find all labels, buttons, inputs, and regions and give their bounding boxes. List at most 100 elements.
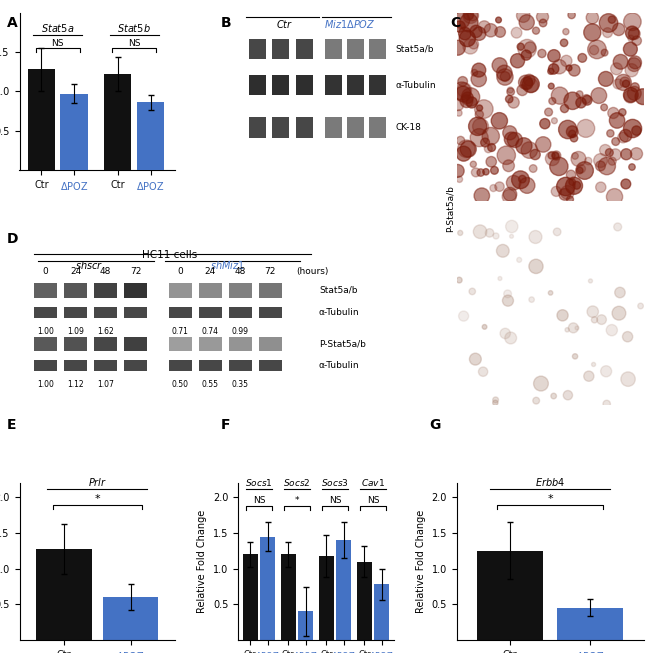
Circle shape bbox=[453, 12, 470, 29]
Circle shape bbox=[530, 150, 540, 160]
Circle shape bbox=[593, 153, 608, 167]
Circle shape bbox=[491, 167, 499, 174]
Circle shape bbox=[561, 185, 574, 199]
Circle shape bbox=[453, 82, 471, 100]
Circle shape bbox=[506, 176, 521, 190]
Circle shape bbox=[608, 16, 616, 24]
Bar bbox=[169, 283, 192, 298]
Circle shape bbox=[456, 136, 465, 145]
Text: $\it{Socs2}$: $\it{Socs2}$ bbox=[283, 477, 311, 488]
Circle shape bbox=[569, 130, 576, 137]
Circle shape bbox=[478, 21, 490, 33]
Circle shape bbox=[561, 56, 572, 67]
Circle shape bbox=[502, 189, 516, 204]
Circle shape bbox=[576, 162, 593, 180]
Circle shape bbox=[486, 229, 494, 237]
Circle shape bbox=[469, 117, 487, 136]
Circle shape bbox=[484, 145, 492, 153]
Bar bbox=[298, 611, 313, 640]
Circle shape bbox=[588, 40, 606, 59]
Circle shape bbox=[467, 10, 478, 21]
Circle shape bbox=[619, 129, 632, 142]
Text: P-Stat5a/b: P-Stat5a/b bbox=[319, 340, 366, 348]
Circle shape bbox=[575, 326, 579, 330]
Circle shape bbox=[452, 99, 463, 110]
Text: $\it{shMiz1}$: $\it{shMiz1}$ bbox=[210, 259, 244, 271]
Circle shape bbox=[560, 104, 569, 112]
Circle shape bbox=[573, 354, 578, 359]
Circle shape bbox=[632, 36, 642, 46]
Bar bbox=[374, 584, 389, 640]
Circle shape bbox=[502, 126, 517, 140]
Circle shape bbox=[497, 65, 512, 81]
Circle shape bbox=[471, 69, 478, 76]
Bar bbox=[229, 337, 252, 351]
Bar bbox=[34, 337, 57, 351]
Circle shape bbox=[550, 157, 568, 176]
Circle shape bbox=[525, 78, 538, 92]
Text: $\it{shscr}$: $\it{shscr}$ bbox=[75, 259, 103, 271]
Text: G: G bbox=[429, 418, 441, 432]
Bar bbox=[259, 283, 282, 298]
Circle shape bbox=[615, 287, 625, 298]
Circle shape bbox=[493, 233, 499, 239]
Circle shape bbox=[469, 288, 476, 295]
Circle shape bbox=[619, 108, 626, 116]
Text: $\it{Ctr}$: $\it{Ctr}$ bbox=[276, 18, 293, 30]
Circle shape bbox=[587, 306, 599, 317]
Text: 0.71: 0.71 bbox=[172, 326, 189, 336]
Text: 48: 48 bbox=[235, 267, 246, 276]
Bar bbox=[296, 118, 313, 138]
Circle shape bbox=[599, 71, 613, 86]
Circle shape bbox=[630, 148, 643, 160]
Circle shape bbox=[584, 371, 594, 381]
Bar bbox=[28, 69, 55, 170]
Circle shape bbox=[584, 157, 592, 165]
Circle shape bbox=[601, 104, 608, 111]
Circle shape bbox=[457, 83, 472, 97]
Circle shape bbox=[603, 400, 610, 407]
Bar bbox=[124, 337, 147, 351]
Text: D: D bbox=[6, 232, 18, 246]
Circle shape bbox=[623, 332, 632, 342]
Circle shape bbox=[549, 64, 559, 74]
Circle shape bbox=[597, 315, 606, 325]
Circle shape bbox=[591, 88, 606, 103]
Circle shape bbox=[571, 151, 586, 167]
Circle shape bbox=[612, 306, 626, 320]
Bar bbox=[249, 118, 266, 138]
Bar bbox=[34, 360, 57, 371]
Circle shape bbox=[498, 276, 502, 281]
Circle shape bbox=[471, 168, 480, 177]
Circle shape bbox=[577, 167, 583, 174]
Circle shape bbox=[492, 57, 507, 73]
Bar bbox=[169, 337, 192, 351]
Text: NS: NS bbox=[253, 496, 265, 505]
Circle shape bbox=[603, 27, 612, 37]
Bar bbox=[325, 118, 343, 138]
Circle shape bbox=[507, 87, 514, 93]
Circle shape bbox=[606, 189, 623, 205]
Circle shape bbox=[563, 29, 569, 35]
Circle shape bbox=[577, 165, 586, 173]
Bar bbox=[199, 337, 222, 351]
Circle shape bbox=[458, 140, 475, 157]
Circle shape bbox=[456, 277, 462, 283]
Circle shape bbox=[551, 393, 556, 399]
Circle shape bbox=[458, 231, 463, 236]
Text: E: E bbox=[6, 418, 16, 432]
Circle shape bbox=[521, 50, 531, 60]
Circle shape bbox=[456, 176, 463, 182]
Circle shape bbox=[599, 14, 618, 32]
Bar bbox=[103, 597, 159, 640]
Circle shape bbox=[556, 177, 575, 196]
Circle shape bbox=[470, 161, 476, 167]
Bar bbox=[124, 283, 147, 298]
Circle shape bbox=[519, 14, 534, 30]
Text: $\it{Cav1}$: $\it{Cav1}$ bbox=[361, 477, 385, 488]
Circle shape bbox=[462, 88, 480, 106]
Circle shape bbox=[519, 178, 535, 193]
Circle shape bbox=[460, 141, 476, 157]
Circle shape bbox=[490, 185, 497, 191]
Text: 0: 0 bbox=[43, 267, 49, 276]
